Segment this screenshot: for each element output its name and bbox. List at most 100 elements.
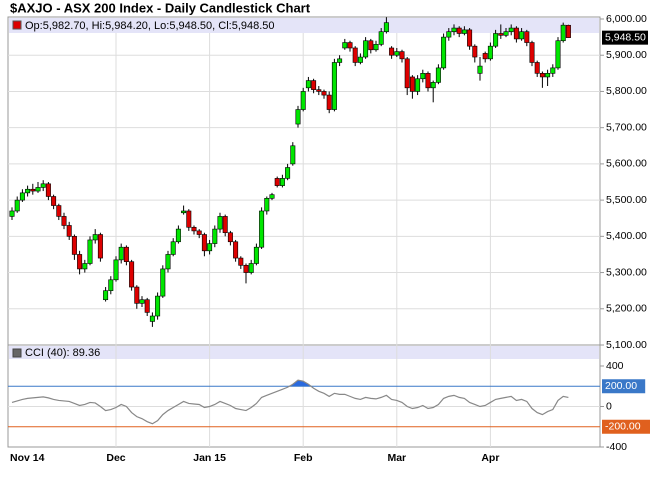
y-tick-label: 5,700.00: [606, 121, 647, 133]
candle-body: [493, 33, 499, 47]
candle-body: [420, 73, 426, 80]
candle-body: [92, 234, 98, 241]
candle-body: [456, 27, 462, 34]
candle-body: [217, 216, 223, 230]
candle-body: [87, 239, 93, 264]
candle-body: [285, 167, 291, 179]
candle-body: [165, 254, 171, 270]
y-tick-label: -400: [606, 441, 627, 453]
candle-body: [253, 246, 259, 264]
y-tick-label: 6,000.00: [606, 13, 647, 25]
candle-body: [82, 263, 88, 270]
candle-body: [160, 268, 166, 297]
candle-body: [389, 47, 395, 56]
candle-body: [513, 27, 519, 40]
candle-body: [487, 45, 493, 60]
y-tick-label: 5,100.00: [606, 339, 647, 351]
candle-body: [409, 76, 415, 92]
candle-body: [472, 45, 478, 58]
candle-body: [269, 194, 275, 199]
y-tick-label: 5,500.00: [606, 194, 647, 206]
candle-body: [311, 80, 317, 90]
candle-body: [113, 259, 119, 281]
candle-body: [19, 192, 25, 201]
candle-body: [565, 24, 571, 38]
candle-body: [529, 42, 535, 63]
candle-body: [524, 31, 530, 43]
candle-body: [425, 73, 431, 89]
candle-body: [222, 216, 228, 234]
candle-body: [399, 51, 405, 60]
candle-body: [295, 109, 301, 125]
candle-body: [139, 299, 145, 304]
candle-body: [394, 51, 400, 56]
candle-body: [337, 58, 343, 63]
candle-body: [357, 56, 363, 63]
candle-body: [482, 53, 488, 60]
candle-body: [415, 78, 421, 92]
candle-body: [238, 257, 244, 266]
candle-body: [519, 31, 525, 40]
last-price-box: [602, 30, 648, 45]
candle-body: [212, 228, 218, 244]
candle-body: [555, 40, 561, 69]
candle-body: [61, 216, 67, 226]
candle-body: [508, 27, 514, 32]
candle-body: [71, 236, 77, 255]
candle-body: [66, 225, 72, 237]
candle-body: [149, 315, 155, 322]
candle-body: [14, 199, 20, 212]
legend-swatch: [12, 20, 22, 30]
candle-body: [383, 22, 389, 32]
candle-body: [441, 36, 447, 69]
y-tick-label: 0: [606, 400, 612, 412]
y-tick-label: 5,800.00: [606, 85, 647, 97]
candle-body: [123, 246, 129, 262]
candle-body: [108, 279, 114, 291]
y-tick-label: 5,600.00: [606, 158, 647, 170]
candle-body: [30, 188, 36, 192]
candle-body: [446, 31, 452, 38]
candle-body: [186, 210, 192, 228]
candle-body: [279, 178, 285, 186]
x-tick-label: Apr: [481, 452, 499, 464]
candle-body: [134, 286, 140, 304]
candle-body: [373, 44, 379, 51]
candle-body: [352, 47, 358, 63]
candle-body: [40, 183, 46, 188]
cci-legend-text: CCI (40): 89.36: [25, 347, 100, 359]
candle-body: [378, 31, 384, 45]
reference-label-box: [602, 419, 650, 434]
candle-body: [207, 243, 213, 252]
candle-body: [243, 265, 249, 273]
candle-body: [368, 40, 374, 51]
candle-body: [342, 42, 348, 49]
candle-body: [25, 188, 31, 194]
candle-body: [545, 73, 551, 78]
candle-body: [503, 31, 509, 36]
candle-body: [264, 198, 270, 212]
cci-legend-band: [9, 346, 599, 359]
candle-body: [191, 226, 197, 232]
y-tick-label: 5,400.00: [606, 230, 647, 242]
candle-body: [196, 230, 202, 235]
candle-body: [404, 58, 410, 89]
candle-body: [321, 91, 327, 96]
frame: [7, 16, 601, 448]
candle-body: [51, 196, 57, 206]
y-tick-label: 5,300.00: [606, 266, 647, 278]
candle-body: [45, 183, 51, 197]
candle-body: [539, 73, 545, 78]
reference-label: -200.00: [605, 421, 641, 433]
candle-body: [248, 263, 254, 273]
y-tick-label: 5,900.00: [606, 49, 647, 61]
candle-body: [144, 299, 150, 313]
candle-body: [227, 232, 233, 243]
candle-body: [560, 24, 566, 42]
candle-body: [430, 82, 436, 89]
candle-body: [331, 62, 337, 110]
x-tick-label: Jan 15: [193, 452, 226, 464]
candle-body: [477, 65, 483, 74]
candle-body: [347, 42, 353, 49]
